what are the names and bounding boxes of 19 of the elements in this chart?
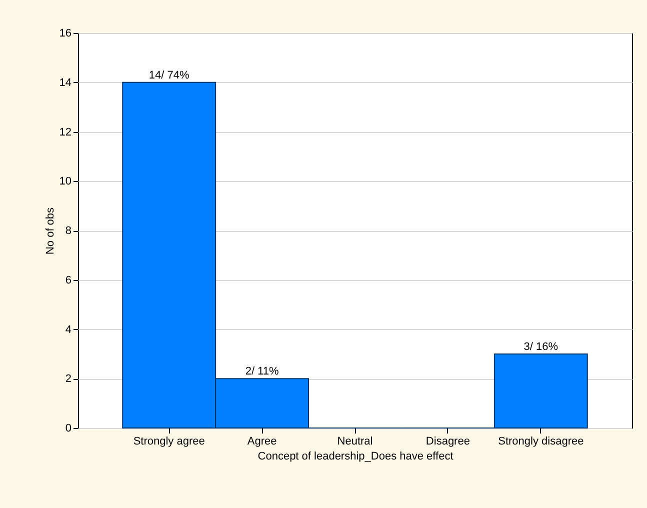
y-tick-label: 8	[65, 225, 72, 237]
data-label: 14/ 74%	[148, 69, 190, 82]
y-tick-label: 14	[59, 76, 72, 89]
x-tick-label: Strongly agree	[133, 436, 205, 448]
x-tick-label: Strongly disagree	[498, 436, 584, 448]
x-tick-label: Disagree	[426, 436, 470, 448]
y-tick-label: 12	[59, 126, 72, 138]
y-tick-label: 4	[65, 324, 72, 336]
y-tick-label: 2	[65, 373, 72, 386]
data-label: 2/ 11%	[245, 366, 279, 378]
x-axis-title: Concept of leadership_Does have effect	[258, 450, 454, 462]
y-tick-label: 6	[65, 274, 72, 286]
y-tick-label: 10	[59, 176, 72, 188]
x-tick-label: Agree	[247, 436, 277, 448]
y-tick-label: 0	[65, 422, 72, 434]
y-tick-label: 16	[59, 28, 72, 40]
data-label: 3/ 16%	[524, 340, 558, 353]
x-tick-label: Neutral	[337, 436, 373, 448]
y-axis-title: No of obs	[44, 206, 56, 255]
